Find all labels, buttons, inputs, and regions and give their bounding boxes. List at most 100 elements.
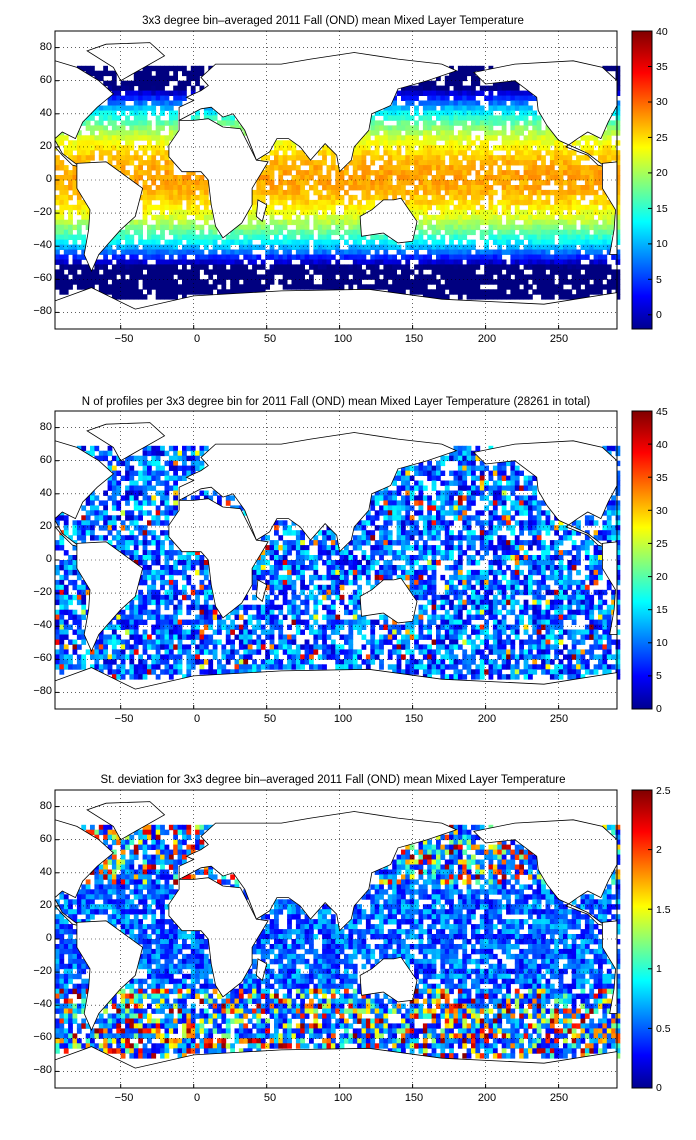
grid-cell [160,545,165,551]
grid-cell [449,244,454,250]
grid-cell [111,485,117,491]
grid-cell [431,294,437,300]
grid-cell [173,445,178,452]
grid-cell [287,185,292,191]
grid-cell [484,279,489,285]
grid-cell [72,530,78,536]
grid-cell [488,185,494,191]
grid-cell [322,219,327,226]
grid-cell [453,75,459,82]
grid-cell [475,264,481,270]
grid-cell [387,110,393,116]
grid-cell [532,125,538,131]
grid-cell [370,274,376,280]
grid-cell [497,254,503,260]
grid-cell [120,150,126,156]
grid-cell [536,115,542,121]
grid-cell [186,239,192,245]
grid-cell [593,189,599,196]
grid-cell [295,279,301,285]
grid-cell [549,189,555,196]
grid-cell [492,254,498,260]
grid-cell [409,209,415,216]
grid-cell [274,209,279,216]
grid-cell [584,555,590,561]
grid-cell [528,495,533,501]
grid-cell [457,284,463,290]
grid-cell [59,254,65,260]
grid-cell [392,540,397,546]
grid-cell [352,540,358,546]
grid-cell [436,194,441,201]
grid-cell [497,155,503,161]
grid-cell [147,160,152,166]
grid-cell [549,150,555,156]
grid-cell [291,180,297,186]
grid-cell [492,264,498,270]
grid-cell [523,525,529,531]
grid-cell [387,259,393,265]
grid-cell [510,480,516,486]
grid-cell [291,175,297,181]
grid-cell [55,540,60,546]
grid-cell [567,175,573,181]
grid-cell [545,239,551,245]
grid-cell [98,125,104,131]
grid-cell [598,214,603,221]
grid-cell [291,160,297,166]
colorbar-tick-label: 30 [656,96,668,108]
y-tick-label: −40 [33,239,52,251]
grid-cell [282,219,288,226]
grid-cell [370,259,376,265]
grid-cell [370,515,376,521]
grid-cell [133,545,139,551]
grid-cell [361,150,367,156]
grid-cell [514,140,520,146]
grid-cell [401,284,406,290]
grid-cell [396,485,402,491]
grid-cell [138,475,143,481]
grid-cell [129,219,135,226]
grid-cell [506,284,511,290]
grid-cell [374,540,380,546]
grid-cell [418,145,424,151]
grid-cell [147,475,152,481]
grid-cell [344,279,349,285]
grid-cell [528,120,533,126]
grid-cell [532,204,538,211]
grid-cell [59,194,65,201]
grid-cell [90,274,95,280]
grid-cell [370,284,376,290]
grid-cell [173,269,178,275]
grid-cell [147,555,152,561]
grid-cell [238,229,244,236]
grid-cell [457,75,463,82]
grid-cell [164,170,170,176]
grid-cell [326,165,332,171]
grid-cell [133,294,139,300]
grid-cell [291,209,297,216]
grid-cell [221,120,227,126]
grid-cell [462,170,468,176]
grid-cell [501,274,507,280]
grid-cell [497,279,503,285]
grid-cell [514,170,520,176]
grid-cell [125,294,130,300]
grid-cell [545,244,551,250]
grid-cell [164,555,170,561]
grid-cell [422,289,428,295]
grid-cell [453,135,459,141]
grid-cell [554,204,559,211]
grid-cell [602,130,608,136]
grid-cell [506,224,511,231]
grid-cell [379,525,384,531]
grid-cell [558,150,564,156]
grid-cell [576,165,581,171]
grid-cell [212,264,218,270]
grid-cell [589,199,595,206]
grid-cell [120,510,126,516]
grid-cell [501,284,507,290]
grid-cell [466,495,472,501]
grid-cell [466,160,472,166]
grid-cell [348,249,354,255]
